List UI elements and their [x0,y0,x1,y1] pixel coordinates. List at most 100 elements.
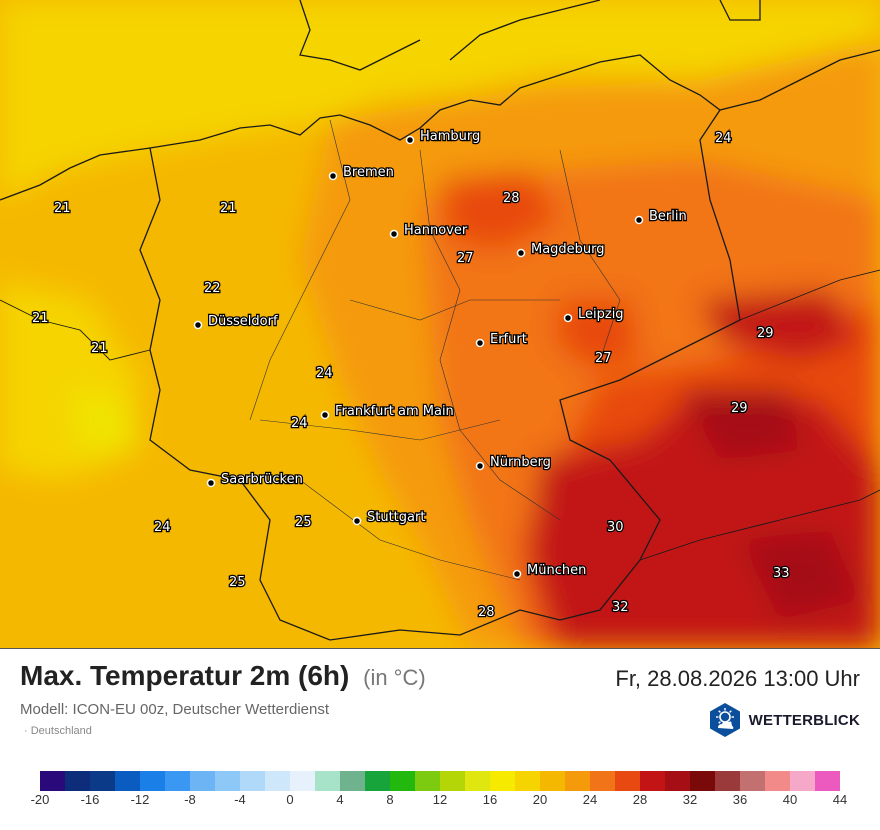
legend-swatch [640,771,665,791]
legend-tick-label: 8 [386,792,394,807]
legend-swatch [90,771,115,791]
svg-text:Hannover: Hannover [404,223,468,238]
contour-label: 21 [220,201,237,216]
city-hannover[interactable]: Hannover [389,222,469,239]
legend-swatch [190,771,215,791]
contour-label: 25 [295,515,312,530]
contour-label: 27 [595,351,612,366]
legend-tick-label: -4 [234,792,246,807]
legend-swatch [415,771,440,791]
legend-tick-label: 40 [782,792,798,807]
contour-label: 32 [612,600,629,615]
forecast-datetime: Fr, 28.08.2026 13:00 Uhr [615,666,860,691]
region-label: · Deutschland [24,725,92,737]
legend-swatch [815,771,840,791]
contour-label: 24 [291,416,308,431]
legend-swatch [65,771,90,791]
legend-swatch [215,771,240,791]
city-hamburg[interactable]: Hamburg [405,128,482,145]
chart-title: Max. Temperatur 2m (6h) (in °C) [20,660,426,692]
title-text: Max. Temperatur 2m (6h) [20,660,350,691]
legend-swatch [515,771,540,791]
contour-label: 25 [229,575,246,590]
model-info: Modell: ICON-EU 00z, Deutscher Wetterdie… [20,701,330,718]
legend-swatch [590,771,615,791]
legend-swatch [340,771,365,791]
sun-cloud-icon [709,703,740,737]
contour-label: 28 [478,605,495,620]
svg-text:Frankfurt am Main: Frankfurt am Main [335,404,454,419]
contour-label: 24 [316,366,333,381]
state-borders [249,119,621,581]
svg-text:Stuttgart: Stuttgart [367,510,425,525]
legend-tick-label: -16 [80,792,100,807]
contour-label: 21 [32,311,49,326]
city-leipzig[interactable]: Leipzig [563,306,625,323]
svg-text:Erfurt: Erfurt [490,332,527,347]
city-frankfurt[interactable]: Frankfurt am Main [320,403,455,420]
legend-tick-label: 4 [336,792,344,807]
svg-text:Düsseldorf: Düsseldorf [208,314,278,329]
legend-tick-label: 32 [682,792,698,807]
north-sea-coast [0,49,880,201]
contour-label: 29 [731,401,748,416]
legend-tick-label: 24 [582,792,598,807]
svg-text:Bremen: Bremen [343,165,394,180]
svg-text:München: München [527,563,586,578]
brand-name: WETTERBLICK [748,711,860,729]
legend-swatch [390,771,415,791]
contour-label: 21 [91,341,108,356]
legend-tick-label: -8 [184,792,196,807]
city-nuernberg[interactable]: Nürnberg [475,454,552,471]
temperature-field [0,0,880,648]
german-border [139,109,741,641]
legend-swatch [315,771,340,791]
city-duesseldorf[interactable]: Düsseldorf [193,313,279,330]
city-erfurt[interactable]: Erfurt [475,331,528,348]
legend-tick-label: 20 [532,792,548,807]
legend-swatch [265,771,290,791]
legend-swatch [240,771,265,791]
map-canvas: Hamburg Bremen Berlin Hannover Magdeburg… [0,0,880,648]
legend-tick-label: -12 [130,792,150,807]
legend-tick-label: 12 [432,792,448,807]
city-berlin[interactable]: Berlin [634,208,688,225]
wetterblick-logo[interactable]: WETTERBLICK [707,702,860,738]
city-saarbruecken[interactable]: Saarbrücken [206,471,304,488]
contour-label: 33 [773,566,790,581]
denmark-coast [299,0,761,71]
temperature-map[interactable]: Hamburg Bremen Berlin Hannover Magdeburg… [0,0,880,649]
contour-label: 24 [154,520,171,535]
contour-label: 22 [204,281,221,296]
contour-label: 24 [715,131,732,146]
legend-swatch [765,771,790,791]
legend-swatch [440,771,465,791]
contour-label: 21 [54,201,71,216]
svg-text:Leipzig: Leipzig [578,307,624,322]
legend-tick-label: 44 [832,792,848,807]
svg-text:Nürnberg: Nürnberg [490,455,551,470]
city-magdeburg[interactable]: Magdeburg [516,241,606,258]
color-legend [40,771,840,791]
boundary-lines [0,0,880,641]
legend-swatch [290,771,315,791]
legend-swatch [140,771,165,791]
legend-swatch [540,771,565,791]
legend-tick-label: -20 [30,792,50,807]
contour-label: 27 [457,251,474,266]
city-stuttgart[interactable]: Stuttgart [352,509,427,526]
city-bremen[interactable]: Bremen [328,164,395,181]
legend-swatch [740,771,765,791]
legend-swatch [565,771,590,791]
city-markers: Hamburg Bremen Berlin Hannover Magdeburg… [193,128,688,579]
legend-swatch [615,771,640,791]
city-muenchen[interactable]: München [512,562,588,579]
contour-label: 29 [757,326,774,341]
svg-text:Berlin: Berlin [649,209,687,224]
contour-labels: 21 21 21 21 22 24 24 24 24 25 25 27 27 2… [31,130,791,622]
unit-label: (in °C) [363,665,426,690]
legend-swatch [165,771,190,791]
legend-swatch [115,771,140,791]
svg-text:Saarbrücken: Saarbrücken [221,472,303,487]
contour-label: 30 [607,520,624,535]
